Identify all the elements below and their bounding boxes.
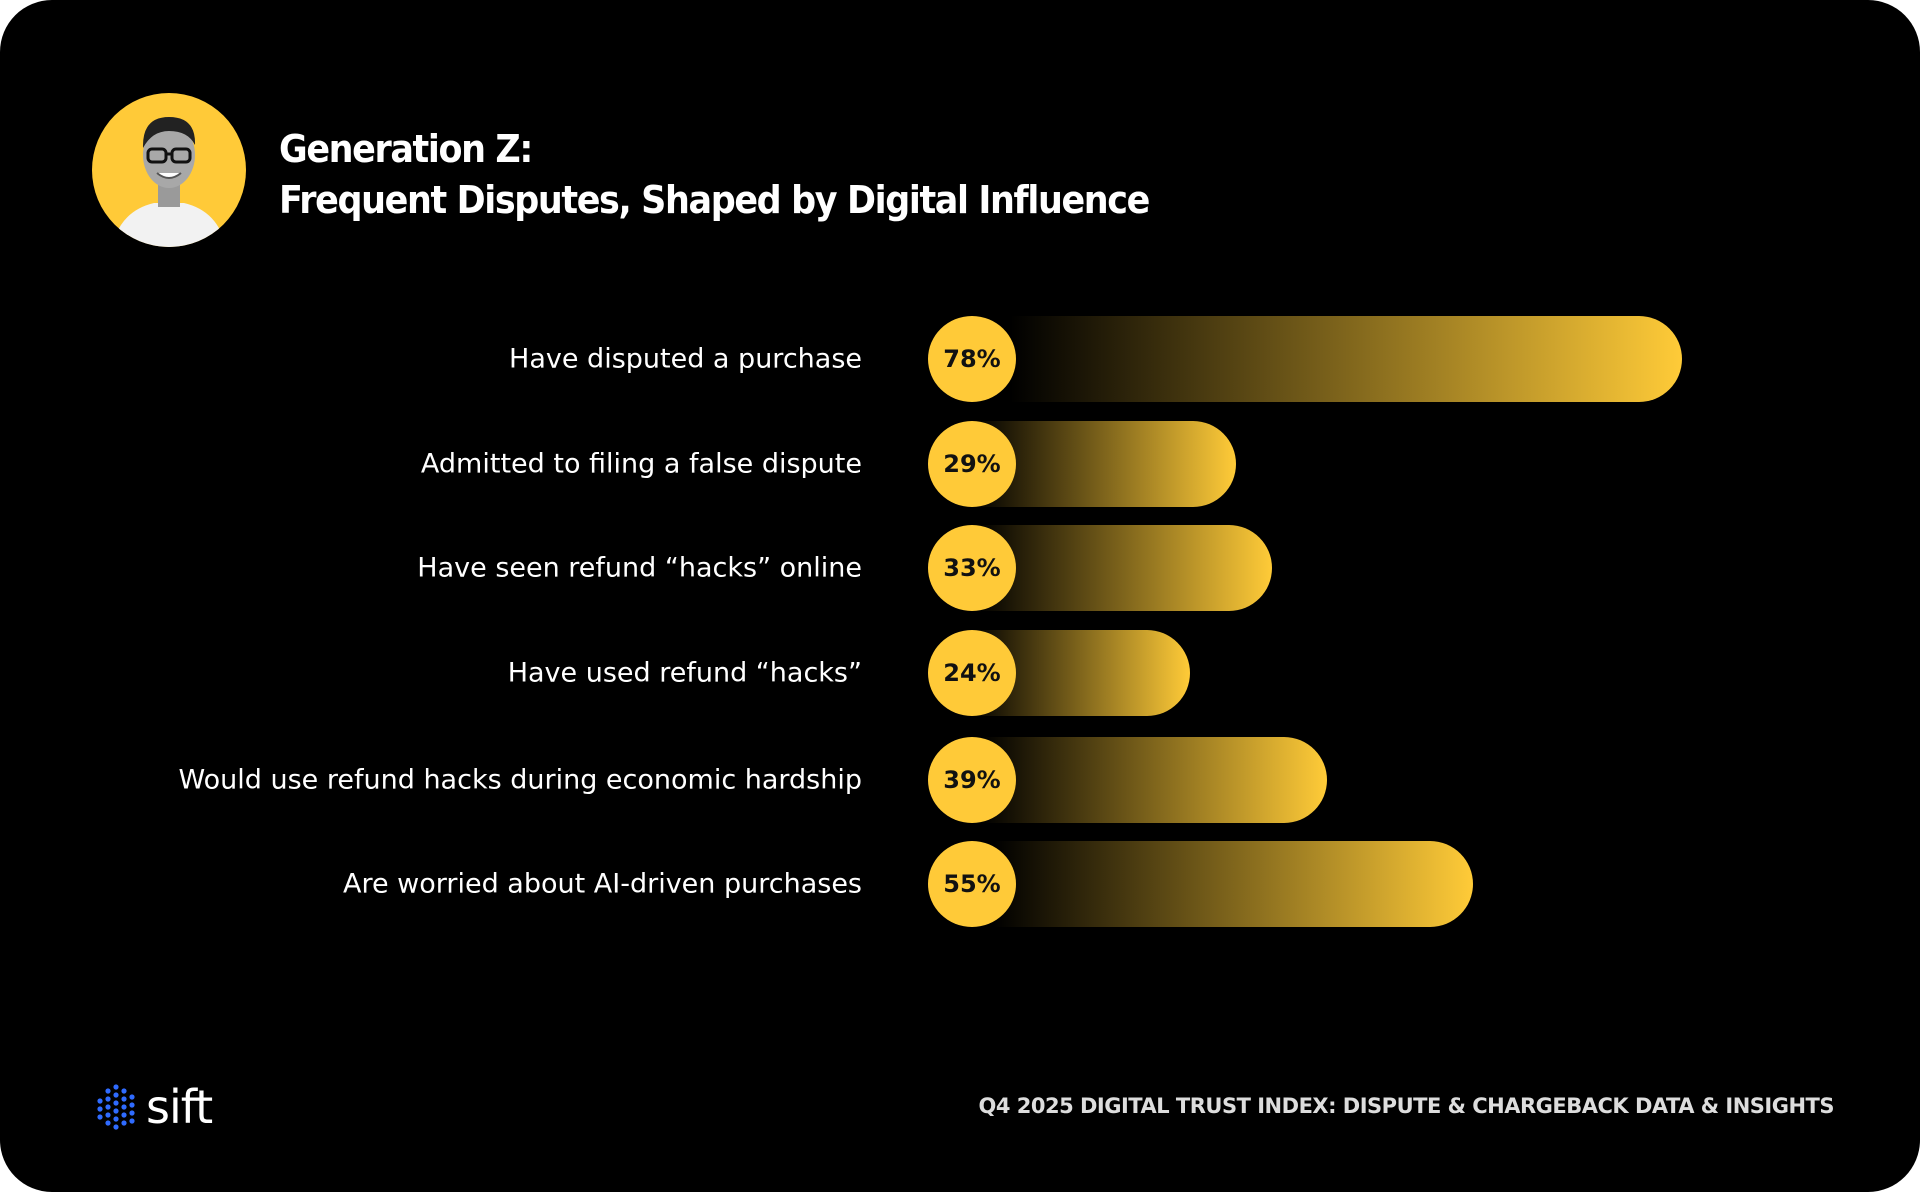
logo-dot <box>113 1092 119 1098</box>
logo-dot <box>121 1096 127 1102</box>
logo-dot <box>97 1106 103 1112</box>
bar <box>952 316 1682 402</box>
value-label: 78% <box>928 316 1016 402</box>
logo-dot <box>129 1110 135 1116</box>
logo-dot <box>129 1102 135 1108</box>
logo-dot <box>121 1120 127 1126</box>
value-label: 24% <box>928 630 1016 716</box>
category-label: Admitted to filing a false dispute <box>420 448 862 480</box>
logo-dot <box>105 1112 111 1118</box>
logo-dot <box>121 1112 127 1118</box>
logo-dot <box>129 1094 135 1100</box>
bar <box>952 841 1473 927</box>
category-label: Have seen refund “hacks” online <box>417 552 862 584</box>
logo-dot <box>129 1118 135 1124</box>
logo-dot <box>105 1096 111 1102</box>
logo-dot <box>113 1084 119 1090</box>
logo-dot <box>113 1124 119 1130</box>
value-label: 33% <box>928 525 1016 611</box>
logo-dot <box>113 1108 119 1114</box>
logo-dot <box>121 1104 127 1110</box>
logo-dot <box>105 1088 111 1094</box>
category-label: Would use refund hacks during economic h… <box>178 764 862 796</box>
logo-dot <box>105 1120 111 1126</box>
page-title: Generation Z: Frequent Disputes, Shaped … <box>279 124 1150 226</box>
value-label: 39% <box>928 737 1016 823</box>
sift-logo: sift <box>96 1080 213 1134</box>
category-label: Have disputed a purchase <box>509 343 862 375</box>
avatar <box>92 93 246 247</box>
category-label: Are worried about AI-driven purchases <box>342 868 862 900</box>
sift-dots-icon <box>97 1084 135 1130</box>
value-label: 29% <box>928 421 1016 507</box>
logo-dot <box>113 1100 119 1106</box>
footer-source: Q4 2025 DIGITAL TRUST INDEX: DISPUTE & C… <box>978 1094 1834 1118</box>
title-line-1: Generation Z: <box>279 127 533 171</box>
logo-dot <box>97 1098 103 1104</box>
category-label: Have used refund “hacks” <box>507 657 862 689</box>
logo-text: sift <box>146 1080 213 1134</box>
value-label: 55% <box>928 841 1016 927</box>
title-line-2: Frequent Disputes, Shaped by Digital Inf… <box>279 178 1150 222</box>
person-portrait-icon <box>112 117 226 247</box>
logo-dot <box>105 1104 111 1110</box>
logo-dot <box>113 1116 119 1122</box>
logo-dot <box>121 1088 127 1094</box>
logo-dot <box>97 1114 103 1120</box>
